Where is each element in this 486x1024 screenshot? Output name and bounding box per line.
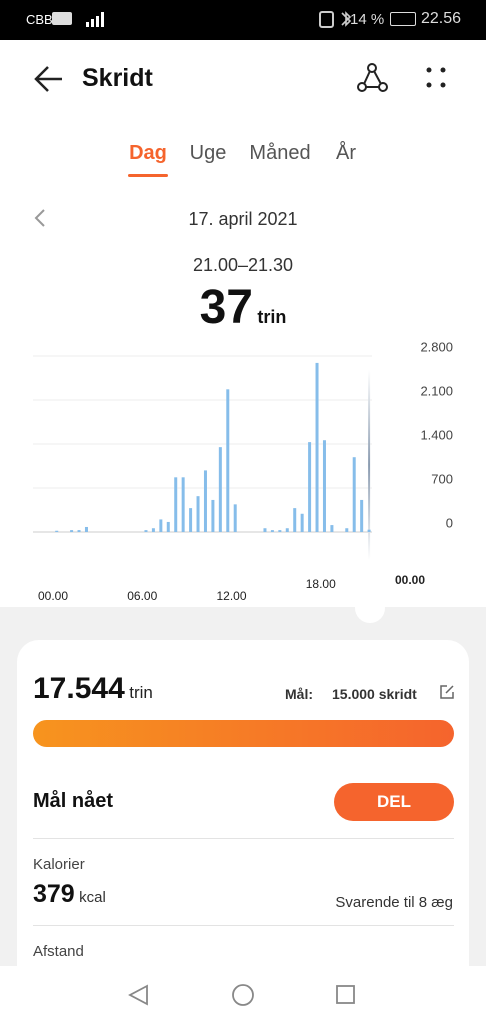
tab[interactable]: Dag <box>129 142 167 164</box>
bar <box>278 530 282 532</box>
calories-label: Kalorier <box>33 856 85 873</box>
back-button[interactable] <box>32 64 64 94</box>
battery-text: 14 % <box>350 11 385 28</box>
bar <box>84 526 88 532</box>
tab[interactable]: Måned <box>249 142 311 164</box>
nav-buttons[interactable] <box>125 982 365 1008</box>
selected-range: 21.00–21.30 <box>192 255 294 275</box>
x-tick-label: 00.00 <box>395 573 425 587</box>
y-tick-label: 2.800 <box>420 339 453 354</box>
bar <box>211 499 215 532</box>
page-title: Skridt <box>82 64 153 92</box>
status-bar: CBB 14 % 22.56 <box>0 0 486 40</box>
y-tick-label: 0 <box>446 515 453 530</box>
calories-value: 379 <box>33 880 75 908</box>
calories-equivalent: Svarende til 8 æg <box>335 894 453 911</box>
bar <box>151 528 155 532</box>
goal-status: Mål nået <box>33 790 114 812</box>
calories: 379 kcal <box>33 880 106 909</box>
bar <box>203 470 207 532</box>
selected-steps: 37 <box>199 281 253 334</box>
bar <box>233 504 237 532</box>
bar <box>315 362 319 532</box>
bar <box>293 508 297 532</box>
x-tick-label: 00.00 <box>38 589 68 603</box>
carrier: CBB <box>26 12 53 27</box>
y-tick-label: 2.100 <box>420 383 453 398</box>
share-button[interactable]: DEL <box>334 783 454 821</box>
summary-card: 17.544 trin Mål: 15.000 skridt Mål nået … <box>17 640 469 970</box>
prev-day[interactable] <box>32 207 48 231</box>
battery-icon <box>390 12 416 26</box>
bar <box>189 508 193 532</box>
bar <box>308 442 312 532</box>
divider <box>33 838 454 839</box>
bar <box>55 530 59 532</box>
bar <box>181 477 185 532</box>
volte-icon <box>52 12 72 25</box>
bar <box>166 521 170 532</box>
goal-label: Mål: <box>285 686 313 702</box>
bar <box>226 389 230 532</box>
bar <box>345 528 349 532</box>
y-tick-label: 700 <box>431 471 453 486</box>
chart: 0 700 1.400 2.100 2.800 00.00 06.00 12.00 18.00 0… <box>33 339 453 603</box>
bar <box>322 440 326 532</box>
tabs: Dag Uge Måned År <box>0 142 486 182</box>
edit-goal[interactable] <box>439 684 455 700</box>
clock: 22.56 <box>421 10 462 27</box>
status-icons <box>319 11 352 28</box>
distance-label: Afstand <box>33 943 84 960</box>
x-tick-label: 18.00 <box>306 577 336 591</box>
bar <box>144 530 148 532</box>
total-value: 17.544 <box>33 672 125 705</box>
route-button[interactable] <box>355 62 391 94</box>
more-button[interactable] <box>425 66 449 90</box>
bar <box>360 499 364 532</box>
bar <box>285 528 289 532</box>
bar <box>159 519 163 532</box>
y-tick-label: 1.400 <box>420 427 453 442</box>
slider-knob[interactable] <box>355 593 385 623</box>
goal: 15.000 skridt <box>332 686 417 702</box>
bar <box>330 525 334 532</box>
divider <box>33 925 454 926</box>
selected-value: 37 trin <box>0 280 486 335</box>
tab-underline <box>128 174 168 177</box>
bar <box>263 528 267 532</box>
bar <box>77 530 81 532</box>
nav-bar <box>0 966 486 1024</box>
progress-bar <box>33 720 454 747</box>
calories-unit: kcal <box>79 889 106 906</box>
total-unit: trin <box>129 683 153 702</box>
bar <box>352 457 356 532</box>
bar <box>196 496 200 532</box>
date: 17. april 2021 <box>188 209 298 229</box>
bar <box>70 530 74 532</box>
bar <box>300 513 304 532</box>
bar <box>270 530 274 532</box>
total: 17.544 trin <box>33 672 153 706</box>
bar <box>367 529 371 532</box>
selected-unit: trin <box>257 307 287 327</box>
signal-icon <box>86 12 104 27</box>
tab[interactable]: Uge <box>189 142 227 164</box>
x-tick-label: 12.00 <box>216 589 246 603</box>
x-tick-label: 06.00 <box>127 589 157 603</box>
bar <box>218 447 222 532</box>
tab[interactable]: År <box>336 142 356 164</box>
bar <box>174 477 178 532</box>
selection-indicator <box>368 370 371 560</box>
